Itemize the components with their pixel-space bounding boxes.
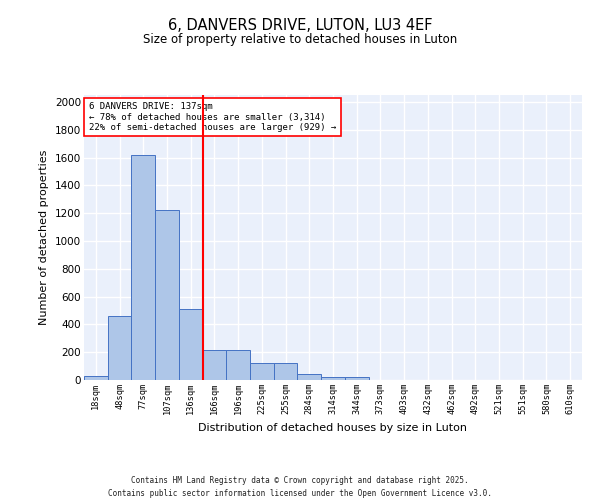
Bar: [84, 376, 108, 380]
Bar: [203, 350, 226, 380]
Bar: [274, 362, 298, 380]
Bar: [345, 377, 368, 380]
Bar: [298, 374, 321, 380]
Bar: [155, 210, 179, 380]
Bar: [226, 350, 250, 380]
Bar: [131, 155, 155, 380]
Text: 6, DANVERS DRIVE, LUTON, LU3 4EF: 6, DANVERS DRIVE, LUTON, LU3 4EF: [168, 18, 432, 32]
Bar: [250, 362, 274, 380]
Text: Size of property relative to detached houses in Luton: Size of property relative to detached ho…: [143, 32, 457, 46]
Bar: [108, 316, 131, 380]
Text: 6 DANVERS DRIVE: 137sqm
← 78% of detached houses are smaller (3,314)
22% of semi: 6 DANVERS DRIVE: 137sqm ← 78% of detache…: [89, 102, 336, 132]
Bar: [321, 376, 345, 380]
X-axis label: Distribution of detached houses by size in Luton: Distribution of detached houses by size …: [199, 422, 467, 432]
Y-axis label: Number of detached properties: Number of detached properties: [40, 150, 49, 325]
Text: Contains HM Land Registry data © Crown copyright and database right 2025.
Contai: Contains HM Land Registry data © Crown c…: [108, 476, 492, 498]
Bar: [179, 309, 203, 380]
